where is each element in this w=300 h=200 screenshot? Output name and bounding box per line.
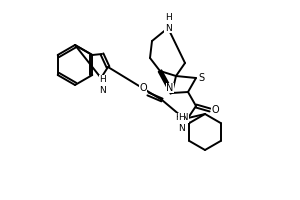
Text: H
N: H N <box>165 13 171 33</box>
Text: O: O <box>139 83 147 93</box>
Text: N: N <box>166 83 174 93</box>
Text: H
N: H N <box>100 75 106 95</box>
Text: S: S <box>198 73 204 83</box>
Text: H
N: H N <box>178 113 185 133</box>
Text: O: O <box>211 105 219 115</box>
Text: HN: HN <box>175 114 189 122</box>
